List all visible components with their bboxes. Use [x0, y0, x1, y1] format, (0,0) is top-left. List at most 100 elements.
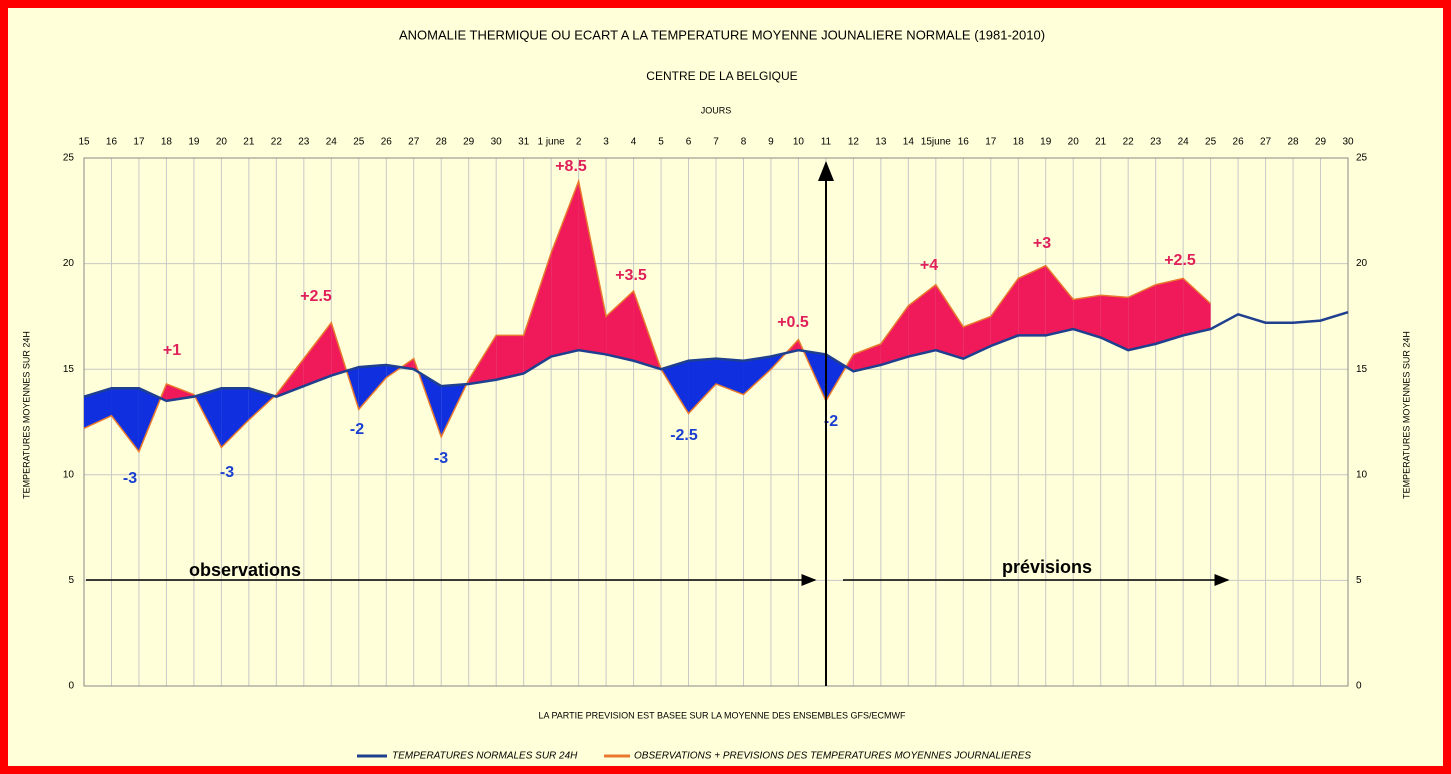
- x-tick-label: 15: [78, 137, 90, 148]
- anomaly-fill: [990, 278, 1019, 346]
- x-tick-label: 17: [133, 137, 145, 148]
- x-tick-label: 27: [408, 137, 420, 148]
- annotation: -3: [123, 470, 137, 487]
- plot: 15 16 17 18 19 20 21 22 23 24 25 26 27 28 29 30 31 1 june…: [63, 137, 1368, 692]
- anomaly-fill: [1073, 295, 1101, 338]
- y2-tick-label: 20: [1356, 258, 1368, 269]
- x-tick-label: 13: [875, 137, 887, 148]
- anomaly-fill: [578, 181, 607, 355]
- anomaly-fill: [303, 322, 332, 387]
- x-tick-label: 23: [298, 137, 310, 148]
- y-tick-label: 20: [63, 258, 75, 269]
- anomaly-fill: [853, 343, 881, 372]
- x-tick-label: 29: [1315, 137, 1327, 148]
- y2-tick-label: 15: [1356, 364, 1368, 375]
- x-tick-label: 26: [381, 137, 393, 148]
- anomaly-fill: [1045, 265, 1074, 336]
- annotation: -2: [824, 413, 838, 430]
- anomaly-fill: [743, 356, 771, 395]
- legend-label: OBSERVATIONS + PREVISIONS DES TEMPERATUR…: [634, 751, 1031, 762]
- period-label: prévisions: [1002, 557, 1092, 577]
- y2-tick-label: 5: [1356, 575, 1362, 586]
- anomaly-fill: [935, 284, 964, 359]
- x-tick-label: 2: [576, 137, 582, 148]
- annotation: +3.5: [615, 267, 647, 284]
- period-label: observations: [189, 560, 301, 580]
- y-axis-label: TEMPERATURES MOYENNES SUR 24H: [21, 331, 31, 499]
- x-tick-label: 9: [768, 137, 774, 148]
- x-tick-label: 10: [793, 137, 805, 148]
- series-line: [83, 310, 1349, 403]
- x-tick-label: 4: [631, 137, 637, 148]
- y-tick-label: 10: [63, 469, 75, 480]
- annotation: +2.5: [1164, 252, 1196, 269]
- y2-axis-label: TEMPERATURES MOYENNES SUR 24H: [1401, 331, 1411, 499]
- y2-tick-label: 10: [1356, 469, 1368, 480]
- x-tick-label: 24: [1178, 137, 1190, 148]
- anomaly-fill: [606, 291, 634, 361]
- x-tick-label: 18: [161, 137, 173, 148]
- x-tick-label: 26: [1233, 137, 1245, 148]
- series-line: [83, 178, 1212, 454]
- x-tick-label: 25: [353, 137, 365, 148]
- x-tick-label: 16: [106, 137, 118, 148]
- chart-title: ANOMALIE THERMIQUE OU ECART A LA TEMPERA…: [399, 27, 1045, 42]
- x-tick-label: 30: [1342, 137, 1354, 148]
- annotation: +8.5: [555, 158, 587, 175]
- x-tick-label: 28: [1287, 137, 1299, 148]
- x-tick-label: 7: [713, 137, 719, 148]
- anomaly-fill: [248, 388, 275, 420]
- anomaly-fill: [661, 360, 689, 414]
- anomaly-fill: [825, 354, 847, 401]
- anomaly-fill: [688, 358, 716, 414]
- x-tick-label: 28: [436, 137, 448, 148]
- annotation: +2.5: [300, 288, 332, 305]
- x-tick-label: 11: [821, 137, 832, 148]
- y-tick-label: 25: [63, 153, 75, 164]
- x-tick-label: 17: [985, 137, 997, 148]
- x-tick-label: 21: [1095, 137, 1107, 148]
- anomaly-fill: [908, 284, 936, 357]
- y2-tick-label: 0: [1356, 681, 1362, 692]
- x-tick-label: 1 june: [538, 137, 566, 148]
- x-tick-label: 23: [1150, 137, 1162, 148]
- x-tick-label: 21: [243, 137, 255, 148]
- x-tick-label: 14: [903, 137, 915, 148]
- x-tick-label: 15june: [921, 137, 951, 148]
- legend-label: TEMPERATURES NORMALES SUR 24H: [392, 751, 578, 762]
- x-axis-label: JOURS: [701, 105, 732, 115]
- anomaly-fill: [716, 358, 744, 395]
- x-tick-label: 25: [1205, 137, 1217, 148]
- anomaly-fill: [138, 388, 161, 452]
- x-tick-label: 20: [1068, 137, 1080, 148]
- annotation: +1: [163, 342, 181, 359]
- anomaly-fill: [496, 335, 524, 380]
- anomaly-fill: [1128, 284, 1156, 351]
- x-tick-label: 18: [1013, 137, 1025, 148]
- x-tick-label: 5: [658, 137, 664, 148]
- anomaly-fill: [111, 388, 139, 452]
- y-tick-label: 0: [68, 681, 74, 692]
- x-tick-label: 20: [216, 137, 228, 148]
- x-tick-label: 12: [848, 137, 860, 148]
- chart-subtitle: CENTRE DE LA BELGIQUE: [646, 69, 797, 83]
- x-tick-label: 24: [326, 137, 338, 148]
- annotation: -2: [350, 421, 364, 438]
- x-tick-label: 19: [188, 137, 200, 148]
- x-tick-label: 16: [958, 137, 970, 148]
- annotation: +0.5: [777, 314, 809, 331]
- x-tick-label: 31: [518, 137, 530, 148]
- annotation: +4: [920, 257, 938, 274]
- x-tick-label: 3: [603, 137, 609, 148]
- y2-tick-label: 25: [1356, 153, 1368, 164]
- x-tick-label: 22: [271, 137, 283, 148]
- anomaly-fill: [551, 181, 579, 357]
- annotation: +3: [1033, 235, 1051, 252]
- y-tick-label: 15: [63, 364, 75, 375]
- x-tick-label: 27: [1260, 137, 1272, 148]
- anomaly-fill: [194, 388, 222, 448]
- anomaly-fill: [880, 305, 909, 365]
- y-tick-label: 5: [68, 575, 74, 586]
- anomaly-fill: [1100, 295, 1129, 351]
